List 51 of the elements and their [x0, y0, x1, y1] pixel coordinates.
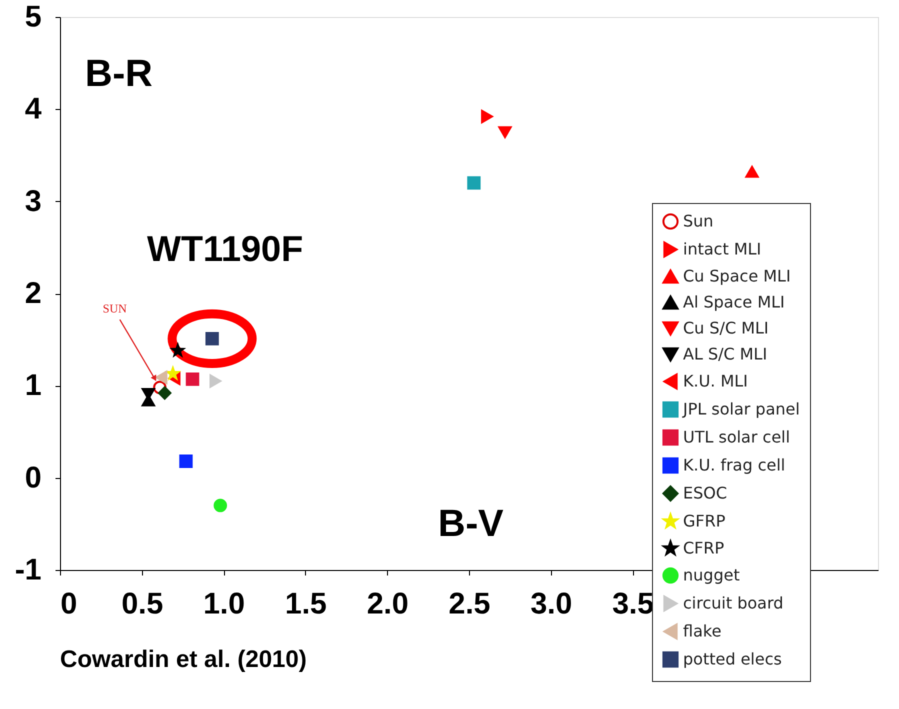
y-tick-label: 4 [24, 92, 42, 126]
point [179, 454, 193, 468]
y-axis-title: B-R [85, 53, 153, 95]
point [745, 166, 759, 178]
x-tick-label: 0.5 [121, 588, 164, 620]
annotation: WT1190F [147, 228, 304, 269]
y-tick-label: 1 [24, 369, 42, 402]
legend-label: UTL solar cell [683, 428, 790, 446]
legend-label: AL S/C MLI [683, 344, 768, 364]
x-tick-label: 2.5 [448, 588, 490, 620]
y-tick-label: 5 [24, 0, 42, 34]
y-tick-label: 3 [24, 184, 42, 218]
x-tick-label: 1.0 [203, 588, 245, 620]
point [481, 110, 493, 124]
point [209, 374, 222, 388]
legend-label: circuit board [683, 594, 784, 612]
y-tick-label: 0 [24, 461, 42, 494]
legend-label: ESOC [683, 484, 728, 502]
legend-label: Cu Space MLI [683, 266, 791, 286]
point [186, 372, 200, 386]
point [498, 126, 512, 138]
text: Cowardin et al. (2010) [60, 646, 307, 673]
legend-label: GFRP [683, 512, 726, 530]
point [158, 386, 172, 400]
y-tick-label: -1 [14, 554, 42, 586]
point [467, 176, 481, 190]
legend-label: flake [683, 622, 722, 640]
x-tick-label: 3.5 [612, 588, 654, 620]
x-axis-title: B-V [438, 503, 504, 545]
legend-label: JPL solar panel [682, 400, 800, 418]
point [214, 498, 228, 512]
point [153, 380, 166, 394]
legend-label: K.U. MLI [683, 372, 748, 390]
point [171, 344, 184, 356]
point [166, 366, 180, 380]
annotation: SUN [102, 302, 128, 316]
legend-label: Sun [683, 212, 714, 230]
x-tick-label: 0 [60, 588, 78, 620]
legend-label: potted elecs [683, 650, 782, 668]
legend-label: Al Space MLI [683, 292, 785, 312]
y-tick-label: 2 [24, 277, 42, 310]
legend-label: Cu S/C MLI [683, 318, 769, 338]
legend-label: K.U. frag cell [683, 456, 786, 474]
legend-label: CFRP [683, 538, 724, 558]
x-tick-label: 3.0 [530, 588, 572, 620]
legend-label: nugget [683, 566, 740, 584]
x-tick-label: 2.0 [366, 588, 409, 620]
x-tick-label: 1.5 [285, 588, 327, 620]
legend-label: intact MLI [683, 240, 762, 258]
point [205, 332, 219, 346]
point [155, 370, 168, 384]
